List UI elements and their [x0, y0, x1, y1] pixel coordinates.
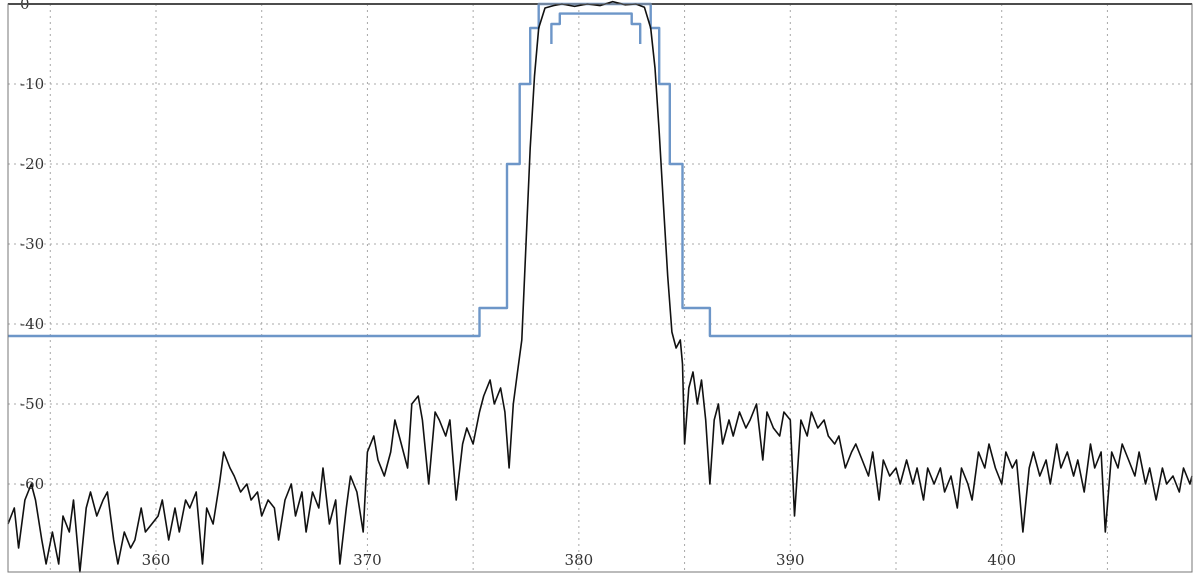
grid [8, 4, 1192, 572]
y-tick-label--10: -10 [20, 75, 44, 93]
x-tick-label-360: 360 [142, 551, 171, 569]
x-tick-label-400: 400 [987, 551, 1016, 569]
y-tick-label--40: -40 [20, 315, 44, 333]
x-tick-label-390: 390 [776, 551, 805, 569]
y-tick-label-0: 0 [20, 0, 30, 13]
plot-frame [7, 3, 1193, 573]
series-mask-inner [550, 12, 642, 44]
y-tick-label--50: -50 [20, 395, 44, 413]
x-tick-label-380: 380 [565, 551, 594, 569]
y-tick-label--20: -20 [20, 155, 44, 173]
series-spectrum [7, 0, 1193, 573]
x-tick-label-370: 370 [353, 551, 382, 569]
y-tick-label--30: -30 [20, 235, 44, 253]
